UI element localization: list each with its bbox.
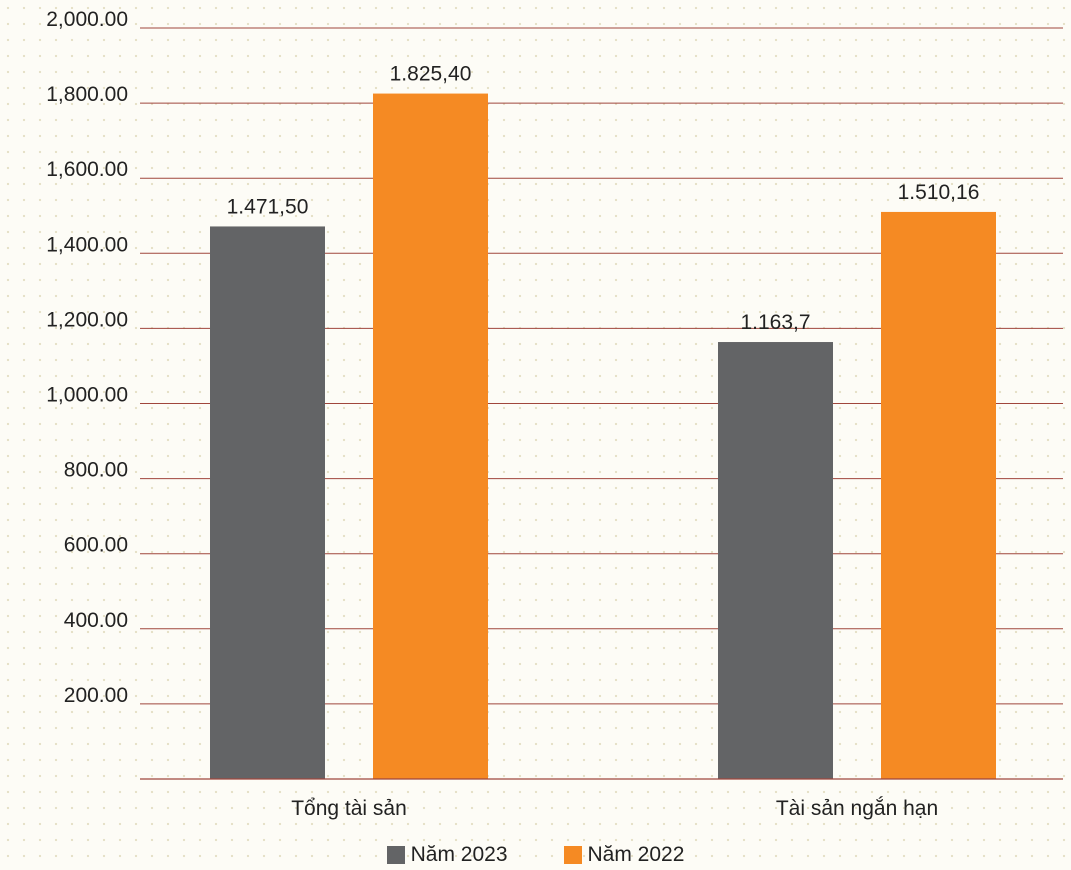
legend-swatch-2022	[563, 846, 582, 864]
y-tick-label: 800.00	[64, 459, 128, 482]
data-label: 1.471,50	[227, 195, 309, 218]
y-tick-label: 1,000.00	[46, 384, 128, 407]
y-tick-label: 400.00	[64, 609, 128, 632]
y-tick-label: 1,600.00	[46, 158, 128, 181]
data-labels: 1.471,50 1.825,40 1.163,7 1.510,16	[227, 63, 980, 334]
y-tick-label: 1,200.00	[46, 308, 128, 331]
legend-label-2023: Năm 2023	[410, 843, 508, 866]
y-tick-label: 1,400.00	[46, 233, 128, 256]
legend-label-2022: Năm 2022	[587, 843, 685, 866]
y-tick-label: 1,800.00	[46, 83, 128, 106]
legend-item-2023: Năm 2023	[386, 843, 508, 867]
x-category-label: Tài sản ngắn hạn	[776, 797, 938, 820]
bar-2022-0	[373, 93, 488, 779]
y-tick-label: 2,000.00	[46, 8, 128, 31]
bars	[210, 93, 996, 779]
bar-2023-1	[718, 342, 833, 779]
x-axis-category-labels: Tổng tài sản Tài sản ngắn hạn	[140, 778, 1063, 820]
y-tick-label: 200.00	[64, 684, 128, 707]
y-tick-label: 600.00	[64, 534, 128, 557]
legend-item-2022: Năm 2022	[563, 843, 685, 867]
data-label: 1.510,16	[898, 181, 980, 204]
y-axis-tick-labels: 200.00 400.00 600.00 800.00 1,000.00 1,200.00…	[46, 8, 128, 707]
data-label: 1.825,40	[390, 63, 472, 86]
bar-2022-1	[881, 211, 996, 779]
x-category-label: Tổng tài sản	[291, 797, 407, 820]
legend-swatch-2023	[386, 846, 405, 864]
legend: Năm 2023 Năm 2022	[0, 843, 1071, 867]
bar-2023-0	[210, 226, 325, 779]
data-label: 1.163,7	[740, 311, 810, 334]
